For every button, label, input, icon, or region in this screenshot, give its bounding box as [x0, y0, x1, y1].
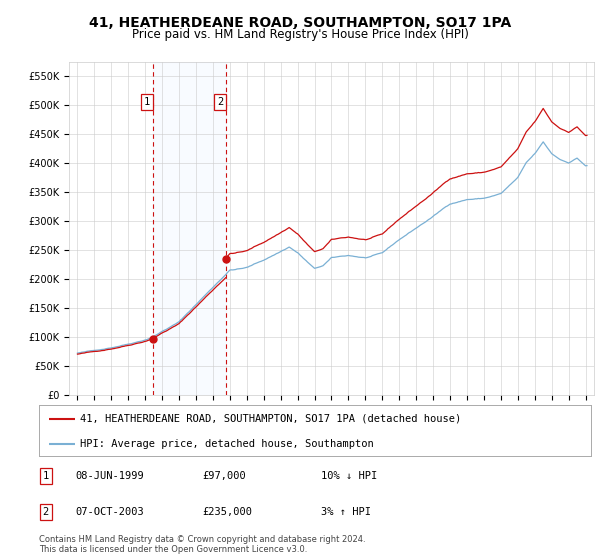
Text: 10% ↓ HPI: 10% ↓ HPI: [320, 471, 377, 481]
Text: 3% ↑ HPI: 3% ↑ HPI: [320, 507, 371, 517]
Text: HPI: Average price, detached house, Southampton: HPI: Average price, detached house, Sout…: [80, 438, 374, 449]
Text: 41, HEATHERDEANE ROAD, SOUTHAMPTON, SO17 1PA: 41, HEATHERDEANE ROAD, SOUTHAMPTON, SO17…: [89, 16, 511, 30]
Text: 2: 2: [217, 96, 223, 106]
Text: Contains HM Land Registry data © Crown copyright and database right 2024.
This d: Contains HM Land Registry data © Crown c…: [39, 535, 365, 554]
Text: 2: 2: [43, 507, 49, 517]
Text: Price paid vs. HM Land Registry's House Price Index (HPI): Price paid vs. HM Land Registry's House …: [131, 28, 469, 41]
Text: 1: 1: [43, 471, 49, 481]
Text: £97,000: £97,000: [202, 471, 245, 481]
Text: 07-OCT-2003: 07-OCT-2003: [75, 507, 143, 517]
Text: 1: 1: [143, 96, 150, 106]
Text: 08-JUN-1999: 08-JUN-1999: [75, 471, 143, 481]
Bar: [152, 62, 226, 395]
Text: £235,000: £235,000: [202, 507, 252, 517]
Text: 41, HEATHERDEANE ROAD, SOUTHAMPTON, SO17 1PA (detached house): 41, HEATHERDEANE ROAD, SOUTHAMPTON, SO17…: [80, 414, 461, 424]
